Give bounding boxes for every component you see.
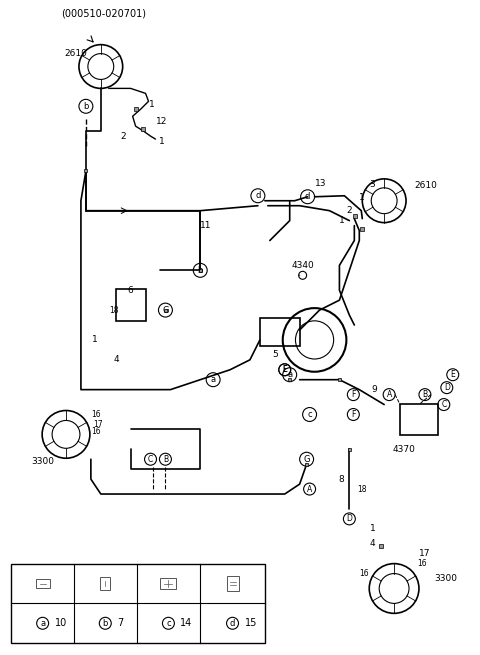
Text: 1: 1 <box>92 335 98 345</box>
Text: E: E <box>282 365 287 374</box>
Text: c: c <box>307 410 312 419</box>
Bar <box>353 214 357 217</box>
Text: F: F <box>351 410 356 419</box>
Bar <box>199 269 202 272</box>
Text: 10: 10 <box>55 618 67 628</box>
Text: 16: 16 <box>417 559 427 568</box>
Text: C: C <box>441 400 446 409</box>
Bar <box>227 576 239 591</box>
Text: 15: 15 <box>244 618 257 628</box>
Bar <box>84 170 87 172</box>
Text: a: a <box>287 370 292 379</box>
Bar <box>379 544 383 548</box>
Text: 16: 16 <box>91 410 100 419</box>
Text: D: D <box>444 383 450 392</box>
Text: 13: 13 <box>314 179 326 189</box>
Text: d: d <box>230 619 235 627</box>
Text: 2610: 2610 <box>414 181 437 191</box>
Text: F: F <box>351 390 356 399</box>
Text: d: d <box>305 193 310 201</box>
Text: 4: 4 <box>370 539 375 548</box>
Text: 16: 16 <box>91 427 100 436</box>
Text: B: B <box>422 390 428 399</box>
Text: G: G <box>162 306 168 314</box>
Text: A: A <box>307 485 312 494</box>
Text: E: E <box>450 370 455 379</box>
Bar <box>36 578 49 588</box>
Text: 17: 17 <box>93 420 103 429</box>
Bar <box>141 127 144 131</box>
Text: 18: 18 <box>109 306 119 314</box>
Text: 12: 12 <box>156 117 167 126</box>
Bar <box>160 578 176 590</box>
Text: 4: 4 <box>113 355 119 364</box>
Bar <box>164 309 167 312</box>
Text: b: b <box>198 266 203 275</box>
Text: 3300: 3300 <box>434 574 457 583</box>
Text: D: D <box>347 514 352 523</box>
Text: 17: 17 <box>419 549 431 558</box>
Text: 4340: 4340 <box>291 261 314 270</box>
Text: b: b <box>103 619 108 627</box>
Bar <box>360 227 364 231</box>
Text: 2: 2 <box>347 206 352 215</box>
Text: 1: 1 <box>339 216 344 225</box>
Text: 1: 1 <box>359 193 364 202</box>
Bar <box>305 462 308 466</box>
Bar <box>260 318 300 346</box>
Text: 9: 9 <box>371 385 377 394</box>
Text: 18: 18 <box>357 485 367 494</box>
Text: 2610: 2610 <box>64 49 87 58</box>
Text: d: d <box>255 191 261 200</box>
Text: 14: 14 <box>180 618 192 628</box>
Text: 4370: 4370 <box>393 445 416 454</box>
Bar <box>100 576 110 590</box>
Text: (000510-020701): (000510-020701) <box>61 9 146 19</box>
Bar <box>288 378 291 381</box>
Text: 2: 2 <box>120 132 126 141</box>
Text: 1: 1 <box>148 100 154 109</box>
Text: 11: 11 <box>200 221 212 230</box>
Text: A: A <box>386 390 392 399</box>
Text: E: E <box>282 365 287 374</box>
Bar <box>400 403 438 436</box>
Bar <box>348 448 351 451</box>
Text: 1: 1 <box>370 525 375 533</box>
Text: 6: 6 <box>128 286 133 295</box>
Text: a: a <box>40 619 45 627</box>
Text: c: c <box>166 619 171 627</box>
Text: 16: 16 <box>360 569 369 578</box>
Text: b: b <box>83 102 89 111</box>
Bar <box>133 107 138 111</box>
Bar <box>338 378 341 381</box>
Text: 7: 7 <box>117 618 123 628</box>
Bar <box>12 563 265 643</box>
Text: 8: 8 <box>339 475 344 483</box>
Text: C: C <box>148 455 153 464</box>
Bar <box>116 290 145 321</box>
Text: B: B <box>163 455 168 464</box>
Text: 3300: 3300 <box>31 457 54 466</box>
Text: G: G <box>303 455 310 464</box>
Text: 5: 5 <box>272 350 277 360</box>
Text: 3: 3 <box>369 180 375 189</box>
Text: 1: 1 <box>158 137 164 145</box>
Text: a: a <box>211 375 216 384</box>
